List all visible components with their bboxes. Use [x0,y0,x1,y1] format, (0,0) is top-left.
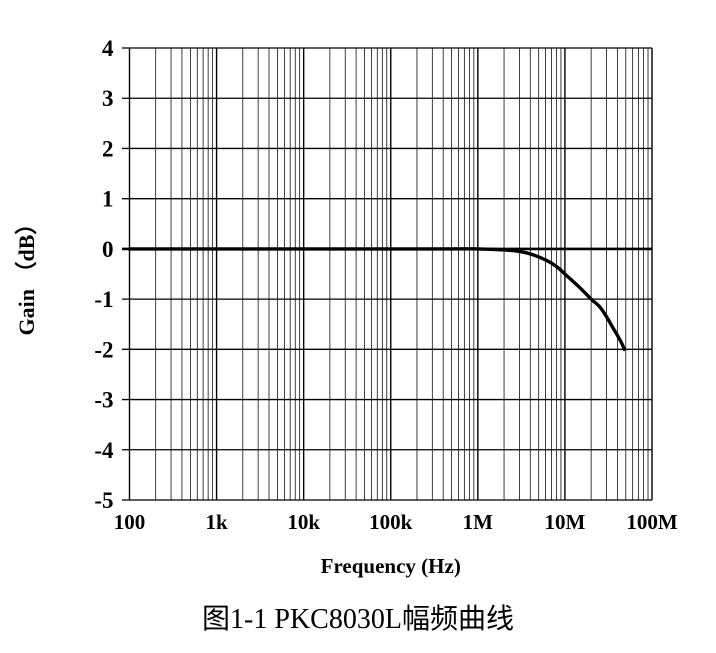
svg-text:-4: -4 [94,438,114,463]
svg-text:1k: 1k [205,510,228,534]
svg-text:100: 100 [114,510,146,534]
svg-text:10M: 10M [545,510,586,534]
svg-text:100M: 100M [626,510,678,534]
svg-text:1: 1 [102,187,114,212]
svg-text:3: 3 [102,86,114,111]
svg-text:10k: 10k [287,510,320,534]
svg-text:图1-1 PKC8030L幅频曲线: 图1-1 PKC8030L幅频曲线 [202,603,514,635]
svg-text:100k: 100k [369,510,413,534]
svg-text:0: 0 [102,237,114,262]
svg-text:-5: -5 [94,488,113,513]
svg-text:Gain （dB）: Gain （dB） [14,213,39,336]
svg-text:1M: 1M [463,510,494,534]
svg-text:Frequency (Hz): Frequency (Hz) [321,554,461,578]
svg-text:-2: -2 [94,337,113,362]
svg-text:4: 4 [102,36,114,61]
svg-text:-1: -1 [94,287,113,312]
svg-text:2: 2 [102,136,114,161]
svg-text:-3: -3 [94,388,113,413]
